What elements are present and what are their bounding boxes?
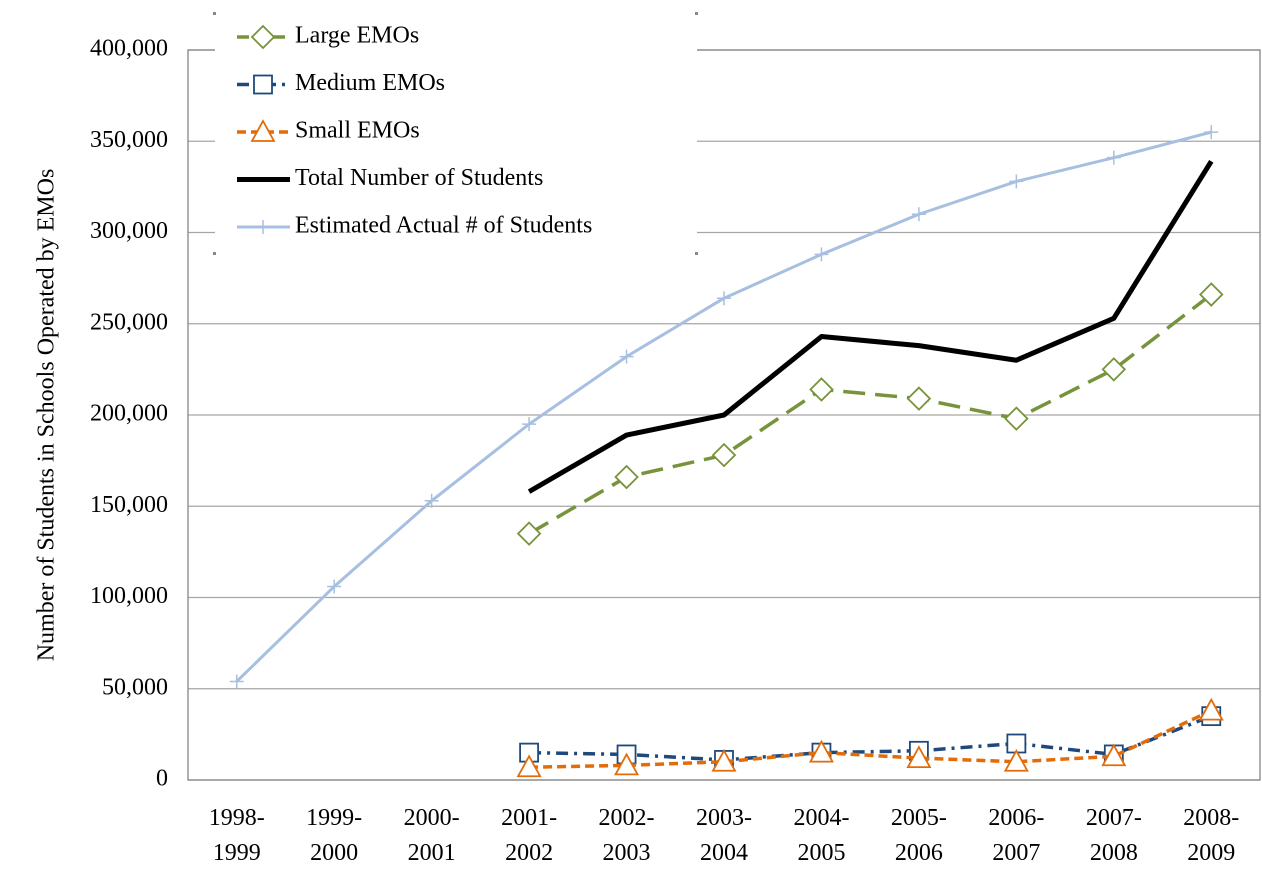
x-tick-label: 2004-2005 <box>793 805 849 866</box>
marker <box>1101 743 1127 767</box>
legend-corner <box>695 12 698 15</box>
marker <box>906 745 932 768</box>
marker <box>522 417 537 432</box>
marker <box>229 674 244 689</box>
series-line <box>529 709 1213 769</box>
y-tick-label: 0 <box>156 766 168 792</box>
marker <box>614 752 640 776</box>
legend-corner <box>213 252 216 255</box>
marker <box>809 377 834 402</box>
x-tick-label: 2008-2009 <box>1183 805 1239 866</box>
marker <box>808 739 834 763</box>
x-tick-label: 2000-2001 <box>404 805 460 866</box>
marker <box>256 220 270 234</box>
marker <box>250 119 276 142</box>
x-tick-label: 2007-2008 <box>1086 805 1142 866</box>
marker <box>1198 282 1224 307</box>
y-tick-label: 150,000 <box>90 492 168 518</box>
y-tick-label: 200,000 <box>90 401 168 427</box>
y-tick-label: 400,000 <box>90 36 168 62</box>
x-tick-label: 2003-2004 <box>696 805 752 866</box>
x-tick-label: 2006-2007 <box>988 805 1044 866</box>
marker <box>424 493 439 508</box>
marker <box>619 349 634 364</box>
marker <box>516 521 542 546</box>
marker <box>250 24 276 50</box>
x-tick-label: 2005-2006 <box>891 805 947 866</box>
marker <box>711 442 737 468</box>
marker <box>1198 697 1224 721</box>
marker <box>911 207 926 222</box>
x-tick-label: 2001-2002 <box>501 805 557 866</box>
legend-label: Large EMOs <box>295 23 419 49</box>
legend-label: Small EMOs <box>295 118 420 144</box>
marker <box>1009 174 1024 189</box>
legend-corner <box>695 252 698 255</box>
y-tick-label: 50,000 <box>102 674 168 700</box>
marker <box>614 464 639 490</box>
marker <box>1204 125 1219 140</box>
legend-box <box>215 14 697 254</box>
marker <box>717 291 731 306</box>
legend-label: Total Number of Students <box>295 165 543 191</box>
legend-corner <box>213 12 216 15</box>
marker <box>253 74 273 95</box>
y-tick-label: 300,000 <box>90 218 168 244</box>
marker <box>906 386 932 411</box>
series-line <box>528 293 1213 536</box>
y-tick-label: 350,000 <box>90 127 168 153</box>
marker <box>516 754 542 778</box>
x-tick-label: 2002-2003 <box>599 805 655 866</box>
y-tick-label: 100,000 <box>90 583 168 609</box>
series-line <box>527 160 1214 494</box>
marker <box>711 748 737 772</box>
series-line <box>529 714 1212 762</box>
plot-border <box>187 49 1261 781</box>
legend-label: Estimated Actual # of Students <box>295 213 592 239</box>
marker <box>327 579 342 594</box>
y-axis-label: Number of Students in Schools Operated b… <box>34 169 60 662</box>
y-tick-label: 250,000 <box>90 309 168 335</box>
marker <box>1003 748 1029 772</box>
legend-label: Medium EMOs <box>295 70 445 96</box>
marker <box>1106 150 1121 165</box>
marker <box>1004 406 1029 431</box>
marker <box>1101 357 1127 382</box>
x-tick-label: 1999-2000 <box>306 805 362 866</box>
marker <box>814 247 829 262</box>
x-tick-label: 1998-1999 <box>209 805 265 866</box>
